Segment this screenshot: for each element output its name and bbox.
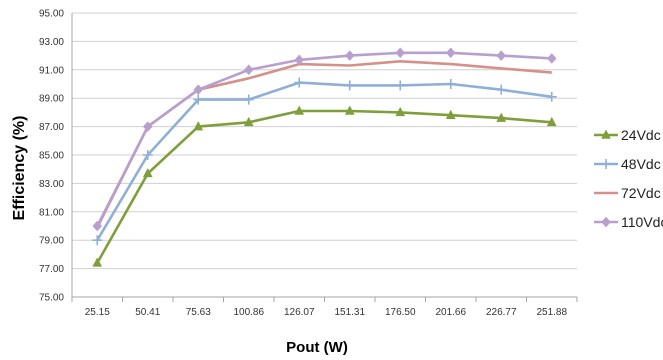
data-point [294,54,305,66]
y-tick-label: 95.00 [39,9,64,20]
data-point [92,220,103,232]
x-tick-label: 176.50 [385,307,416,318]
data-point [395,80,406,91]
data-point [344,50,355,61]
series-lines [92,47,557,267]
data-point [142,150,153,160]
x-tick-label: 226.77 [486,307,517,318]
series-line [96,59,552,228]
y-tick-label: 91.00 [39,65,64,76]
data-point [546,91,557,102]
legend-marker [601,129,611,139]
data-point [546,53,557,64]
y-axis-title: Efficiency (%) [11,116,28,221]
y-tick-label: 93.00 [39,37,64,48]
y-tick-label: 87.00 [39,122,64,133]
data-point [243,64,254,76]
series-24vdc [92,105,557,267]
y-tick-label: 85.00 [39,151,64,162]
x-tick-label: 75.63 [186,307,211,318]
data-point [92,257,103,267]
data-point [193,94,204,105]
legend-label: 48Vdc [621,156,661,172]
data-point [496,84,507,95]
data-point [243,116,254,127]
legend-item-24vdc: 24Vdc [594,127,661,143]
series-72vdc [96,59,552,228]
tick-labels: 75.00 77.00 79.00 81.00 83.00 85.00 87.00 89.00… [39,9,568,319]
x-tick-label: 50.41 [135,307,160,318]
legend-label: 24Vdc [621,127,661,143]
data-point [395,106,406,117]
data-point [193,121,204,131]
x-tick-label: 126.07 [284,307,315,318]
y-tick-label: 77.00 [39,264,64,275]
data-point [496,50,507,61]
legend-marker [601,216,611,228]
legend-item-48vdc: 48Vdc [594,156,661,172]
legend: 24Vdc 48Vdc 72Vdc 110Vdc [594,127,663,230]
y-tick-label: 75.00 [39,293,64,304]
x-tick-label: 201.66 [435,307,466,318]
x-axis-title: Pout (W) [286,339,348,356]
data-point [294,77,305,88]
data-point [344,80,355,91]
gridlines [72,12,577,298]
x-tick-label: 25.15 [85,307,110,318]
data-point [445,47,456,59]
series-110vdc [92,47,557,232]
data-point [546,116,557,127]
y-tick-label: 79.00 [39,236,64,247]
legend-marker [601,159,611,169]
y-tick-label: 81.00 [39,207,64,218]
axes [71,13,578,302]
data-point [445,79,456,89]
series-line [96,81,552,241]
legend-label: 72Vdc [621,185,661,201]
data-point [294,105,305,115]
y-tick-label: 83.00 [39,179,64,190]
data-point [243,94,254,105]
x-tick-label: 251.88 [536,307,567,318]
data-point [445,109,456,119]
series-48vdc [92,77,557,246]
legend-item-110vdc: 110Vdc [594,214,663,230]
y-tick-label: 89.00 [39,94,64,105]
data-point [142,121,153,132]
data-point [344,105,355,115]
series-line [96,109,552,264]
data-point [142,167,153,178]
data-point [92,235,103,246]
x-tick-label: 100.86 [233,307,264,318]
data-point [193,84,204,96]
data-point [496,112,507,122]
series-line [96,51,552,227]
legend-label: 110Vdc [621,214,663,230]
x-tick-label: 151.31 [334,307,365,318]
legend-item-72vdc: 72Vdc [594,185,661,201]
data-point [395,47,406,59]
